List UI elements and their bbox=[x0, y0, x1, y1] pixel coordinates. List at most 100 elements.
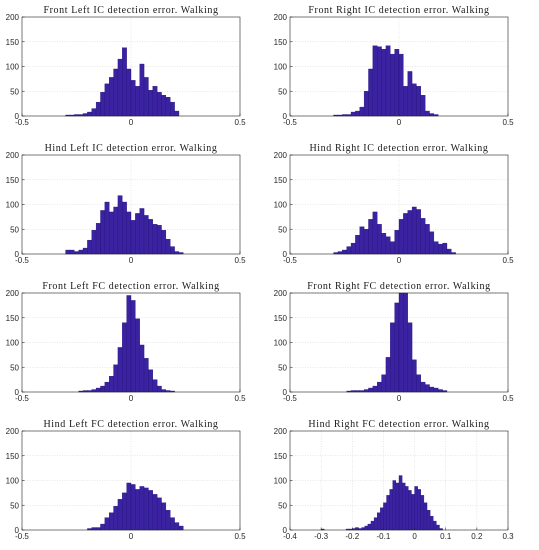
y-tick-label: 0 bbox=[283, 112, 288, 121]
histogram-bar bbox=[148, 219, 153, 255]
histogram-bar bbox=[363, 91, 369, 117]
histogram-bar bbox=[74, 251, 79, 255]
histogram-bar bbox=[117, 499, 123, 531]
y-tick-label: 100 bbox=[6, 63, 20, 72]
y-tick-label: 50 bbox=[278, 87, 287, 96]
x-tick-label: 0 bbox=[129, 394, 134, 403]
histogram-bar bbox=[113, 206, 119, 255]
histogram-bar bbox=[104, 517, 110, 531]
y-tick-label: 50 bbox=[10, 87, 19, 96]
x-tick-label: -0.5 bbox=[15, 394, 29, 403]
y-tick-label: 50 bbox=[10, 363, 19, 372]
histogram-bar bbox=[95, 387, 101, 393]
histogram-bar bbox=[139, 344, 145, 393]
histogram-bar bbox=[367, 523, 372, 531]
histogram-bar bbox=[95, 223, 101, 255]
histogram-bar bbox=[87, 239, 92, 255]
histogram-bar bbox=[433, 520, 437, 531]
histogram-bar bbox=[152, 86, 158, 117]
y-tick-label: 0 bbox=[15, 526, 20, 535]
histogram-bar bbox=[386, 495, 390, 531]
histogram-bar bbox=[398, 219, 404, 255]
histogram-bar bbox=[91, 389, 97, 393]
histogram-bar bbox=[91, 230, 97, 255]
x-tick-label: 0 bbox=[412, 532, 417, 541]
histogram-bar bbox=[372, 211, 378, 255]
subplot-title: Hind Right FC detection error. Walking bbox=[308, 419, 489, 430]
histogram-bar bbox=[446, 248, 452, 255]
histogram-bar bbox=[373, 517, 378, 531]
histogram-bar bbox=[143, 487, 149, 531]
histogram-bar bbox=[381, 233, 387, 255]
histogram-bar bbox=[398, 53, 404, 117]
y-tick-label: 100 bbox=[274, 477, 288, 486]
histogram-bar bbox=[135, 489, 140, 531]
x-tick-label: 0.5 bbox=[502, 118, 514, 127]
histogram-bar bbox=[91, 527, 97, 531]
histogram-bar bbox=[104, 83, 110, 117]
y-tick-label: 100 bbox=[6, 339, 20, 348]
y-tick-label: 150 bbox=[274, 452, 288, 461]
histogram-bar bbox=[407, 71, 413, 117]
histogram-bar bbox=[429, 515, 434, 531]
histogram-bar bbox=[100, 92, 106, 117]
subplot-6: Front Right FC detection error. Walking -… bbox=[274, 281, 514, 403]
histogram-bar bbox=[130, 484, 136, 531]
histogram-bar bbox=[130, 220, 136, 255]
y-tick-label: 0 bbox=[283, 250, 288, 259]
histogram-bar bbox=[82, 113, 88, 117]
histogram-bar bbox=[380, 507, 384, 531]
histogram-bar bbox=[148, 369, 153, 393]
subplot-title: Front Right IC detection error. Walking bbox=[308, 5, 489, 16]
x-tick-label: 0.3 bbox=[502, 532, 514, 541]
subplot-4: Hind Right IC detection error. Walking -0… bbox=[274, 143, 514, 265]
histogram-bar bbox=[420, 495, 425, 531]
histogram-bar bbox=[143, 215, 149, 255]
x-tick-label: -0.5 bbox=[15, 256, 29, 265]
histogram-bar bbox=[385, 236, 391, 255]
y-tick-label: 0 bbox=[15, 388, 20, 397]
histogram-bar bbox=[152, 224, 158, 255]
histogram-bar bbox=[100, 210, 106, 255]
histogram-bar bbox=[407, 322, 413, 393]
histogram-bar bbox=[139, 486, 145, 531]
y-tick-label: 50 bbox=[10, 225, 19, 234]
subplot-title: Hind Right IC detection error. Walking bbox=[309, 143, 488, 154]
histogram-bar bbox=[381, 48, 387, 117]
histogram-bar bbox=[411, 206, 417, 255]
histogram-bar bbox=[355, 235, 360, 255]
histogram-bar bbox=[156, 497, 162, 531]
y-tick-label: 200 bbox=[6, 13, 20, 22]
histogram-bar bbox=[148, 490, 153, 531]
x-tick-label: 0 bbox=[129, 532, 134, 541]
subplot-1: Front Left IC detection error. Walking -0… bbox=[6, 5, 246, 127]
histogram-bar bbox=[170, 101, 175, 117]
histogram-bar bbox=[95, 527, 101, 531]
subplot-7: Hind Left FC detection error. Walking -0.… bbox=[6, 419, 246, 541]
histogram-bar bbox=[100, 523, 106, 531]
x-tick-label: 0.5 bbox=[234, 256, 246, 265]
subplot-8: Hind Right FC detection error. Walking -0… bbox=[274, 419, 514, 541]
histogram-bar bbox=[126, 482, 132, 531]
y-tick-label: 200 bbox=[274, 289, 288, 298]
histogram-bar bbox=[414, 486, 418, 531]
histogram-bar bbox=[377, 224, 382, 255]
subplot-title: Hind Left FC detection error. Walking bbox=[43, 419, 218, 430]
y-tick-label: 150 bbox=[6, 452, 20, 461]
histogram-bar bbox=[398, 475, 403, 531]
subplot-title: Front Left FC detection error. Walking bbox=[42, 281, 219, 292]
histogram-bar bbox=[170, 517, 175, 531]
x-tick-label: 0.5 bbox=[234, 118, 246, 127]
y-tick-label: 100 bbox=[274, 339, 288, 348]
histogram-bar bbox=[130, 80, 136, 117]
histogram-bar bbox=[100, 385, 106, 393]
y-tick-label: 50 bbox=[10, 501, 19, 510]
histogram-bar bbox=[109, 375, 114, 393]
histogram-bar bbox=[143, 77, 149, 117]
histogram-bar bbox=[385, 45, 391, 117]
histogram-bar bbox=[394, 302, 400, 393]
histogram-bar bbox=[408, 490, 412, 531]
histogram-bar bbox=[113, 506, 119, 531]
y-tick-label: 50 bbox=[278, 225, 287, 234]
y-tick-label: 150 bbox=[274, 314, 288, 323]
